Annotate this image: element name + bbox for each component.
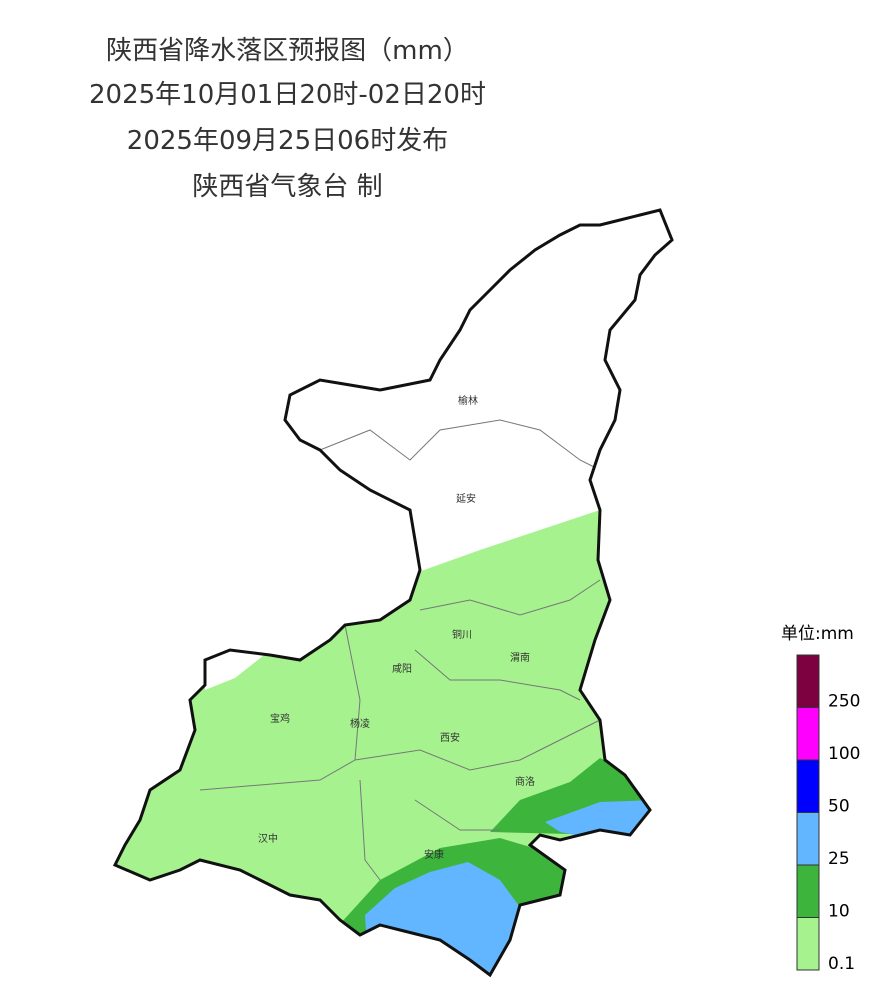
no-rain <box>115 210 672 580</box>
city-label: 商洛 <box>515 775 535 788</box>
issuer: 陕西省气象台 制 <box>192 172 383 202</box>
city-label: 杨凌 <box>350 717 370 730</box>
province-outline <box>112 208 674 978</box>
city-borders <box>199 419 601 881</box>
legend-label: 25 <box>828 849 850 869</box>
title: 陕西省降水落区预报图（mm） <box>106 36 469 66</box>
issue-time: 2025年09月25日06时发布 <box>126 126 449 156</box>
city-label: 安康 <box>424 848 444 861</box>
legend-label: 100 <box>828 744 860 764</box>
city-label: 宝鸡 <box>270 712 290 725</box>
legend-swatch <box>796 812 820 866</box>
legend-swatch <box>796 864 820 918</box>
legend-title: 单位:mm <box>781 624 854 644</box>
no-rain <box>205 650 268 690</box>
legend-swatch <box>796 759 820 813</box>
city-label: 咸阳 <box>392 663 412 675</box>
legend-label: 0.1 <box>828 954 855 974</box>
legend-swatch <box>796 707 820 761</box>
city-label: 渭南 <box>510 651 530 664</box>
legend-label: 10 <box>828 902 850 922</box>
legend-label: 50 <box>828 797 850 817</box>
city-label: 榆林 <box>458 394 478 407</box>
subtitle: 2025年10月01日20时-02日20时 <box>89 80 486 110</box>
city-label: 延安 <box>456 492 476 505</box>
legend-label: 250 <box>828 692 860 712</box>
city-label: 铜川 <box>452 629 472 641</box>
city-label: 汉中 <box>258 832 278 845</box>
legend-swatch <box>796 917 820 971</box>
city-label: 西安 <box>440 731 460 744</box>
legend-swatch <box>796 654 820 708</box>
